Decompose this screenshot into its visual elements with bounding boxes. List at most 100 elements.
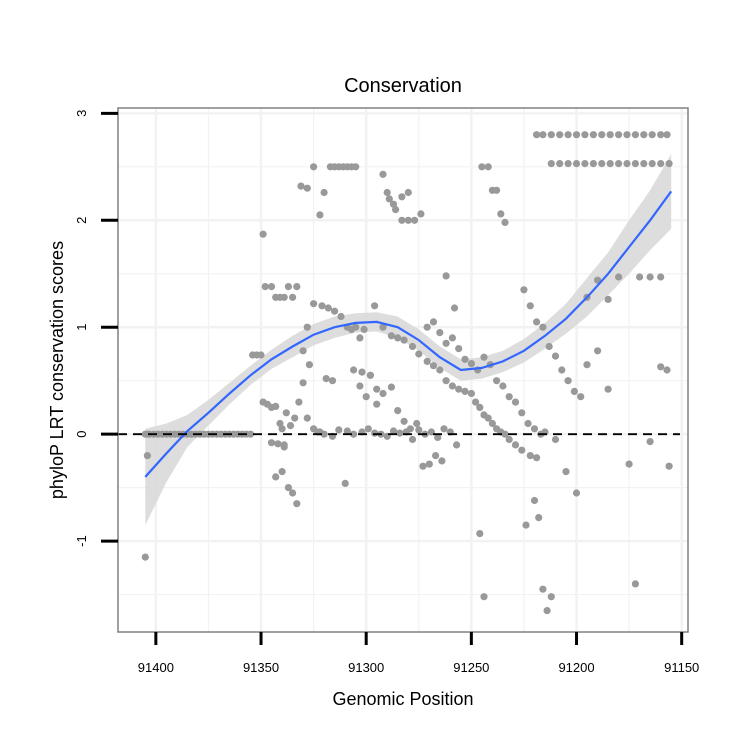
data-point xyxy=(480,593,488,601)
data-point xyxy=(570,387,579,395)
data-point xyxy=(533,131,541,139)
data-point xyxy=(589,131,598,139)
data-point xyxy=(640,131,648,139)
data-point xyxy=(631,131,640,139)
data-point xyxy=(657,363,665,371)
data-point xyxy=(394,334,402,342)
data-point xyxy=(505,393,513,401)
data-point xyxy=(636,273,644,281)
data-point xyxy=(278,425,286,433)
data-point xyxy=(356,334,364,342)
data-point xyxy=(272,473,280,481)
data-point xyxy=(501,430,509,438)
data-point xyxy=(436,329,444,337)
data-point xyxy=(280,443,288,451)
data-point xyxy=(371,429,379,437)
data-point xyxy=(572,131,581,139)
data-point xyxy=(524,419,532,428)
data-point xyxy=(442,272,450,280)
data-point xyxy=(547,593,555,601)
data-point xyxy=(267,439,276,447)
data-point xyxy=(328,377,337,385)
data-point xyxy=(564,377,572,385)
data-point xyxy=(379,170,387,178)
data-point xyxy=(493,377,501,385)
data-point xyxy=(623,131,631,139)
data-point xyxy=(371,302,379,310)
data-point xyxy=(472,398,480,406)
data-point xyxy=(305,361,313,369)
data-point xyxy=(415,426,423,434)
data-point xyxy=(423,323,431,331)
data-point xyxy=(604,295,612,303)
data-point xyxy=(646,273,654,281)
data-point xyxy=(520,286,528,294)
data-point xyxy=(615,160,623,168)
panel-border xyxy=(117,107,689,633)
data-point xyxy=(320,188,328,197)
data-point xyxy=(530,425,539,433)
data-point xyxy=(280,293,288,301)
data-point xyxy=(406,425,414,433)
data-point xyxy=(623,160,631,168)
data-point xyxy=(411,216,419,224)
data-point xyxy=(556,160,564,168)
data-point xyxy=(543,607,551,615)
data-point xyxy=(394,407,402,415)
data-point xyxy=(564,160,572,168)
data-point xyxy=(589,160,598,168)
x-tick-label: 91400 xyxy=(138,660,174,675)
data-point xyxy=(545,342,553,351)
data-point xyxy=(625,460,633,468)
data-point xyxy=(389,427,398,435)
data-point xyxy=(303,323,311,331)
data-point xyxy=(379,389,387,398)
data-point xyxy=(467,360,475,368)
data-point xyxy=(362,393,370,401)
data-point xyxy=(478,163,486,171)
data-point xyxy=(373,400,381,408)
data-point xyxy=(413,419,421,428)
data-point xyxy=(295,398,303,406)
data-point xyxy=(423,357,431,365)
y-tick-label: 3 xyxy=(74,110,89,117)
y-tick-label: 2 xyxy=(74,217,89,224)
data-point xyxy=(518,409,526,417)
data-point xyxy=(556,131,564,139)
data-point xyxy=(501,218,509,226)
data-point xyxy=(267,283,276,291)
data-point xyxy=(476,530,484,538)
data-point xyxy=(442,377,450,385)
data-point xyxy=(448,382,456,390)
data-point xyxy=(429,318,438,326)
data-point xyxy=(303,184,311,192)
x-tick-label: 91250 xyxy=(453,660,489,675)
data-point xyxy=(606,131,614,139)
data-point xyxy=(526,302,534,310)
data-point xyxy=(572,160,581,168)
data-point xyxy=(604,385,612,393)
data-point xyxy=(360,325,368,333)
data-point xyxy=(493,186,501,194)
data-point xyxy=(606,160,614,168)
data-point xyxy=(484,163,492,171)
data-point xyxy=(526,452,534,460)
data-point xyxy=(320,430,328,438)
data-point xyxy=(259,230,267,238)
data-point xyxy=(499,382,507,390)
data-point xyxy=(564,131,572,139)
data-point xyxy=(453,441,461,449)
data-point xyxy=(455,345,463,353)
data-point xyxy=(505,435,513,444)
data-point xyxy=(272,402,280,410)
data-point xyxy=(417,210,425,218)
data-point xyxy=(663,131,671,139)
data-point xyxy=(488,419,496,428)
data-point xyxy=(316,211,324,219)
data-point xyxy=(663,366,671,374)
data-point xyxy=(322,375,330,383)
confidence-ribbon xyxy=(145,154,672,526)
data-point xyxy=(442,339,450,347)
data-point xyxy=(539,323,547,331)
data-point xyxy=(335,426,343,434)
